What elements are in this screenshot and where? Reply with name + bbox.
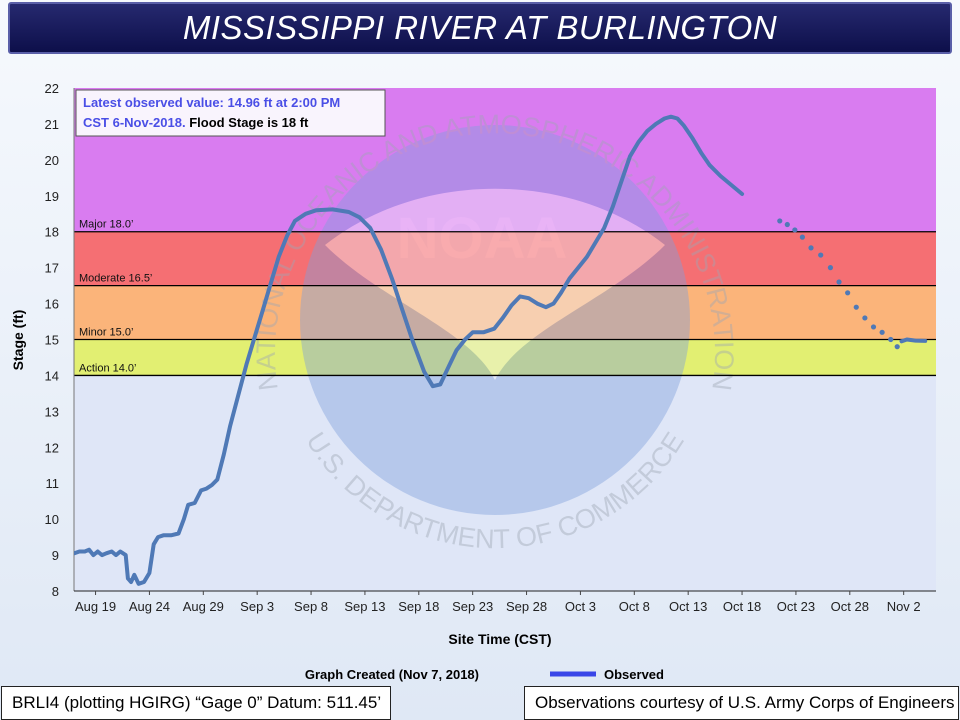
- graph-created-label: Graph Created (Nov 7, 2018): [305, 667, 479, 682]
- annotation-line-1: Latest observed value: 14.96 ft at 2:00 …: [83, 95, 340, 110]
- observed-point: [879, 329, 885, 335]
- x-tick-label: Oct 18: [723, 599, 761, 614]
- band-label-major: Major 18.0’: [79, 219, 133, 231]
- band-label-minor: Minor 15.0’: [79, 327, 133, 339]
- page-title: MISSISSIPPI RIVER AT BURLINGTON: [182, 9, 778, 46]
- observed-point: [870, 324, 877, 330]
- y-tick-label: 15: [45, 333, 59, 348]
- credits-text: Observations courtesy of U.S. Army Corps…: [535, 693, 955, 712]
- latest-observed-annotation: Latest observed value: 14.96 ft at 2:00 …: [75, 89, 386, 137]
- y-tick-label: 16: [45, 297, 59, 312]
- x-tick-label: Sep 28: [506, 599, 547, 614]
- hydrograph-chart: NOAA NATIONAL OCEANIC AND ATMOSPHERIC AD…: [10, 81, 936, 682]
- observed-point: [894, 344, 900, 350]
- y-tick-label: 19: [45, 189, 59, 204]
- y-axis-label: Stage (ft): [10, 310, 26, 371]
- annotation-flood-stage: Flood Stage is 18 ft: [186, 115, 309, 130]
- annotation-box: [75, 89, 386, 137]
- observed-point: [888, 336, 894, 343]
- observed-point: [792, 227, 798, 233]
- band-moderate: [74, 231, 936, 286]
- credits-footer: Observations courtesy of U.S. Army Corps…: [524, 686, 959, 720]
- x-tick-label: Sep 3: [240, 599, 274, 614]
- annotation-text: Latest observed value: 14.96 ft at 2:00 …: [83, 95, 344, 130]
- observed-point: [784, 221, 790, 228]
- band-label-moderate: Moderate 16.5’: [79, 273, 152, 285]
- x-tick-label: Sep 23: [452, 599, 493, 614]
- x-tick-label: Oct 8: [619, 599, 650, 614]
- y-tick-label: 21: [45, 117, 59, 132]
- x-tick-label: Sep 13: [344, 599, 385, 614]
- observed-point: [808, 245, 814, 251]
- y-tick-label: 17: [45, 261, 59, 276]
- band-label-action: Action 14.0’: [79, 362, 136, 374]
- y-tick-label: 22: [45, 81, 59, 96]
- x-tick-label: Aug 29: [183, 599, 224, 614]
- x-tick-label: Oct 23: [777, 599, 815, 614]
- x-tick-label: Sep 8: [294, 599, 328, 614]
- x-tick-label: Oct 3: [565, 599, 596, 614]
- observed-point: [853, 304, 859, 310]
- observed-point: [799, 234, 805, 240]
- y-tick-label: 13: [45, 404, 59, 419]
- observed-line-segment-2: [899, 337, 928, 344]
- observed-point: [862, 315, 868, 321]
- x-tick-label: Oct 13: [669, 599, 707, 614]
- y-tick-label: 10: [45, 512, 59, 527]
- noaa-logo-text: NOAA: [397, 206, 568, 271]
- x-tick-label: Nov 2: [887, 599, 921, 614]
- datum-text: BRLI4 (plotting HGIRG) “Gage 0” Datum: 5…: [12, 693, 382, 712]
- noaa-watermark: NOAA NATIONAL OCEANIC AND ATMOSPHERIC AD…: [251, 109, 739, 554]
- y-tick-label: 20: [45, 153, 59, 168]
- title-bar: MISSISSIPPI RIVER AT BURLINGTON: [8, 2, 952, 54]
- observed-point: [845, 290, 851, 296]
- observed-point: [818, 252, 824, 258]
- observed-point: [827, 265, 834, 271]
- annotation-line-2-date: CST 6-Nov-2018.: [83, 115, 186, 130]
- band-action: [74, 339, 936, 376]
- x-tick-label: Oct 28: [831, 599, 869, 614]
- y-tick-label: 8: [52, 584, 59, 599]
- observed-point: [777, 218, 783, 224]
- noaa-logo-disc: [300, 125, 690, 515]
- y-tick-label: 12: [45, 440, 59, 455]
- x-axis-label: Site Time (CST): [448, 631, 551, 647]
- observed-line-segment-1: [74, 114, 745, 586]
- x-tick-label: Aug 24: [129, 599, 170, 614]
- datum-footer: BRLI4 (plotting HGIRG) “Gage 0” Datum: 5…: [1, 686, 391, 720]
- y-tick-label: 11: [46, 476, 60, 491]
- observed-point: [836, 279, 842, 285]
- y-tick-label: 9: [52, 548, 59, 563]
- noaa-logo-gull: [325, 188, 665, 380]
- x-tick-label: Sep 18: [398, 599, 439, 614]
- y-tick-label: 18: [45, 225, 59, 240]
- legend-observed-label: Observed: [604, 667, 664, 682]
- y-tick-label: 14: [45, 368, 59, 383]
- x-tick-label: Aug 19: [75, 599, 116, 614]
